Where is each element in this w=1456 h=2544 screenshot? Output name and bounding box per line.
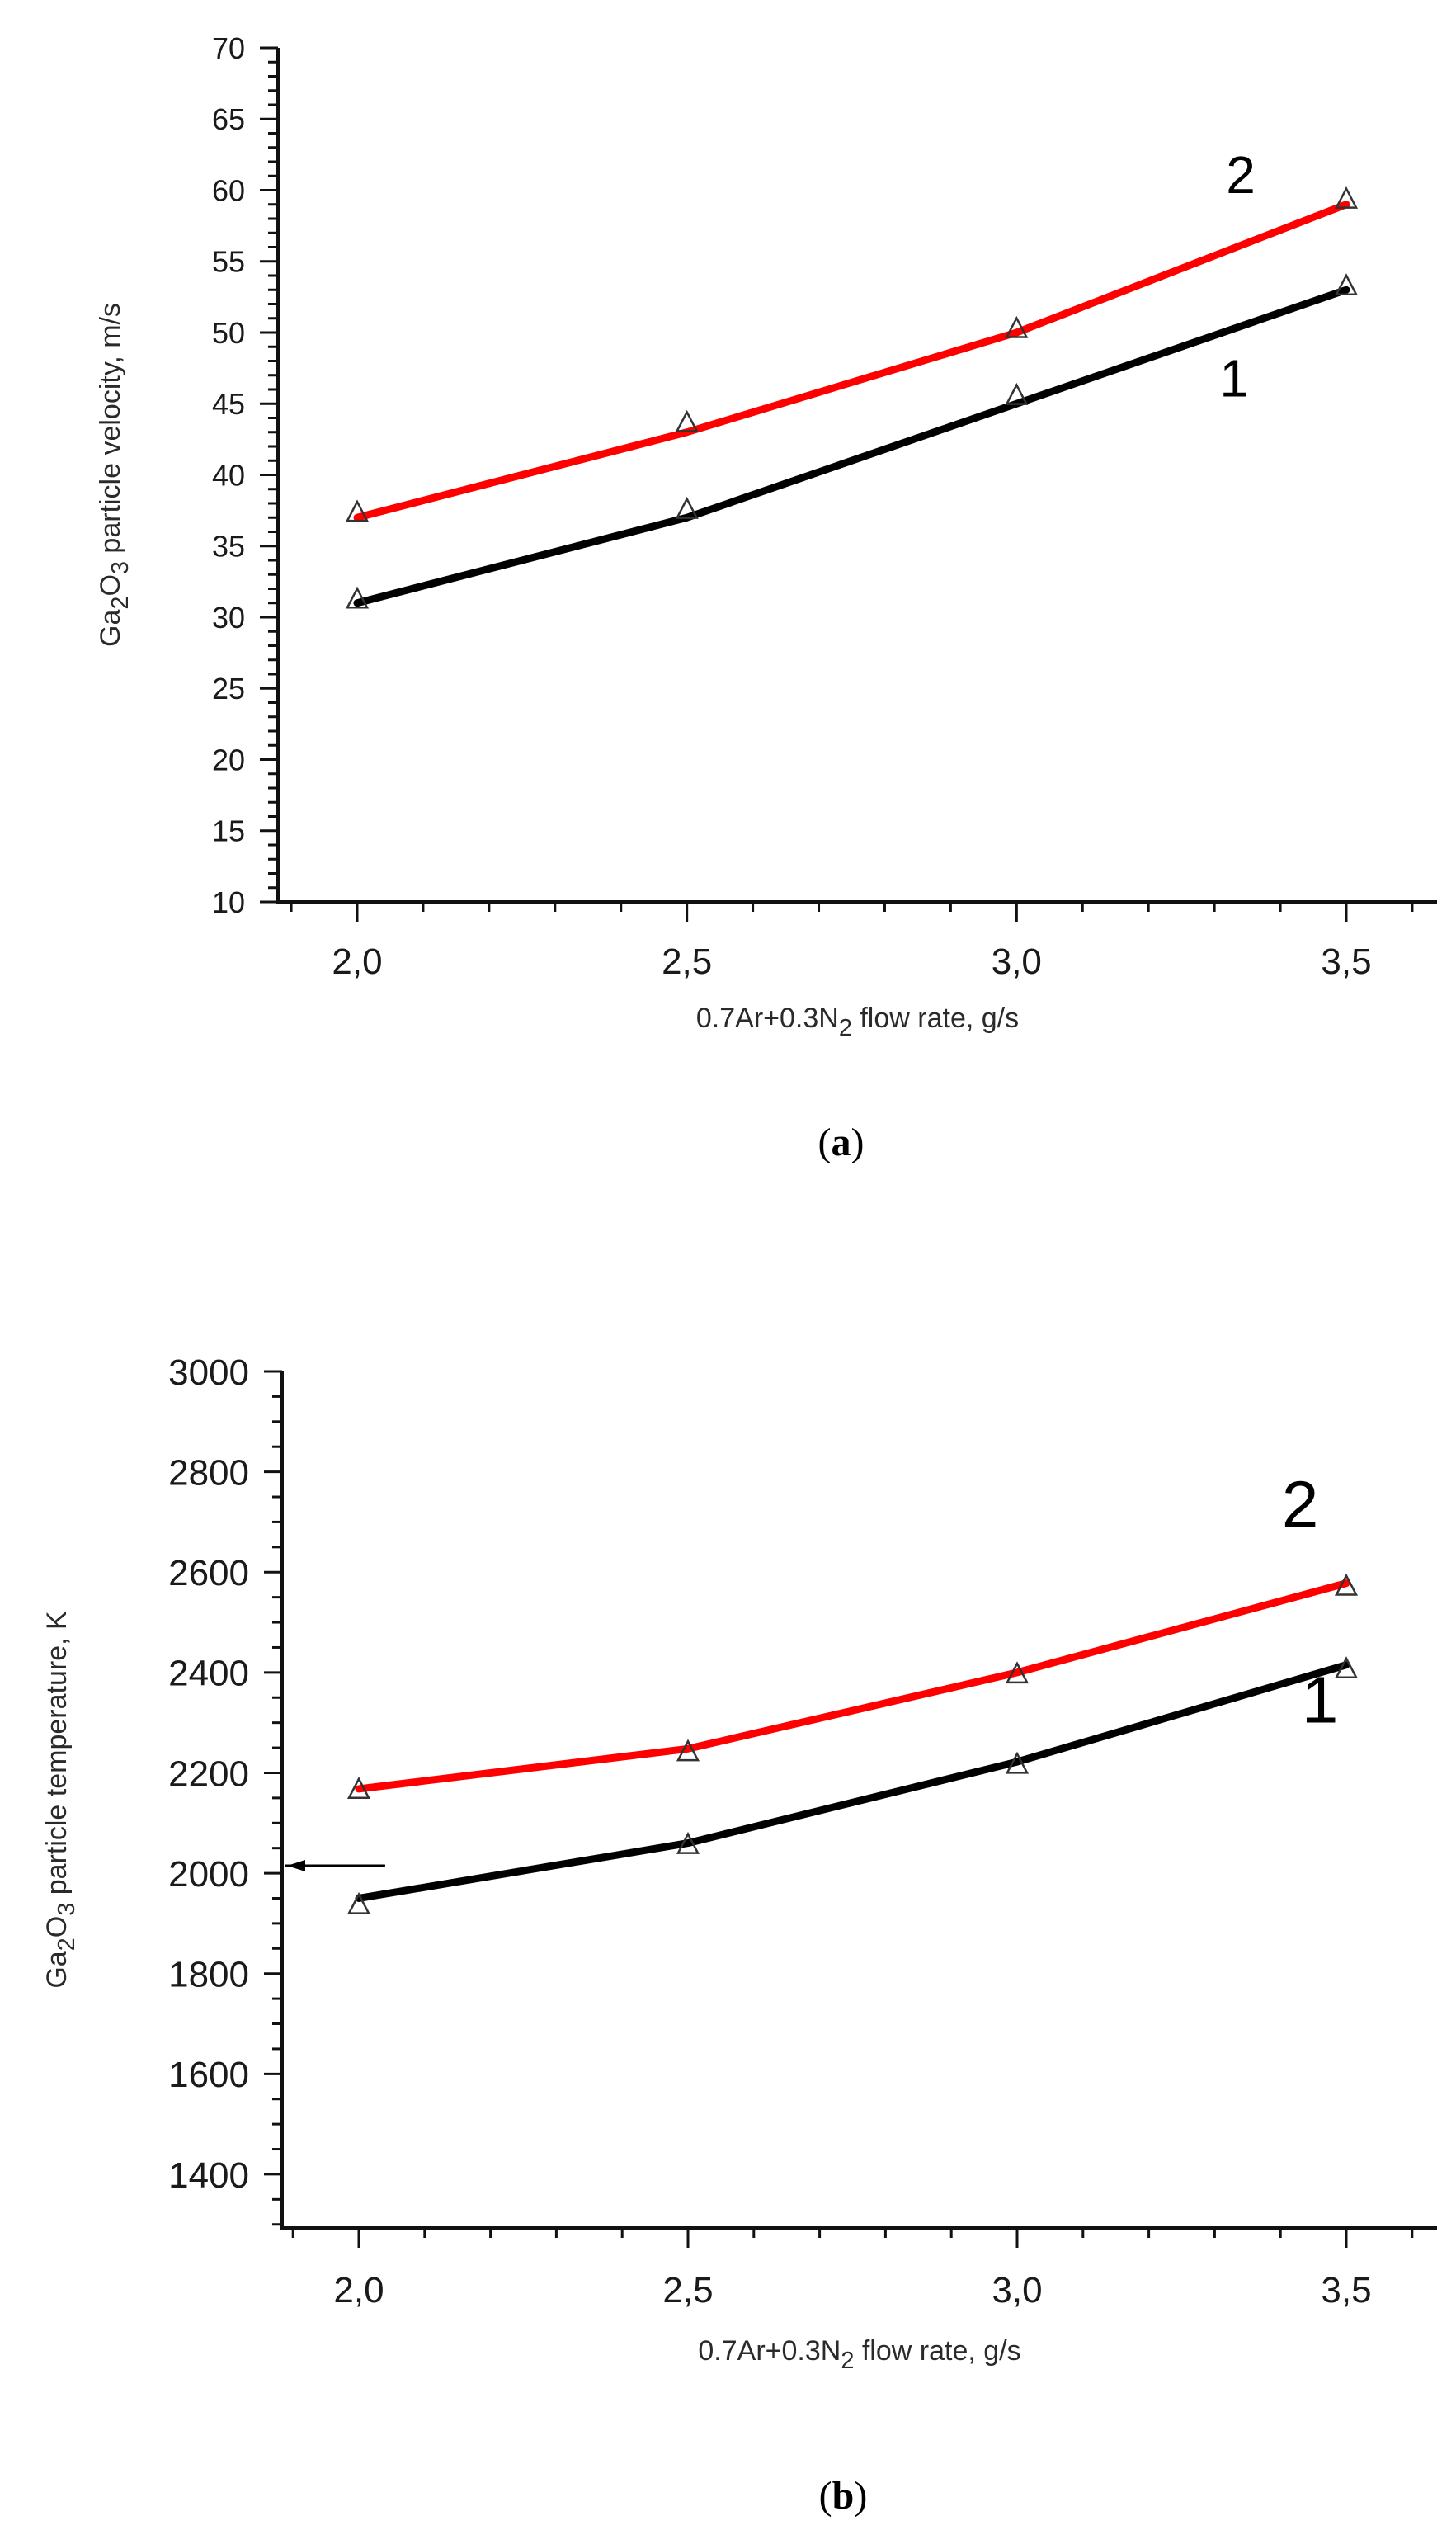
y-tick-label: 15 (212, 814, 245, 848)
y-tick-label: 40 (212, 458, 245, 492)
x-tick-label: 3,0 (992, 942, 1042, 982)
y-axis-title-c: particle velocity, m/s (95, 303, 126, 561)
x-axis-title-pre: 0.7Ar+0.3N (698, 2335, 841, 2367)
triangle-marker (1334, 273, 1359, 296)
triangle-marker (346, 1891, 371, 1914)
y-axis-title: Ga2O3 particle velocity, m/s (95, 303, 134, 647)
y-tick-label: 2600 (168, 1553, 249, 1593)
y-axis-title-sub1: 2 (54, 1937, 80, 1951)
y-tick-label: 65 (212, 102, 245, 136)
x-tick-label: 3,5 (1321, 942, 1371, 982)
y-tick-label: 50 (212, 316, 245, 350)
y-tick-label: 1800 (168, 1955, 249, 1995)
y-tick-label: 35 (212, 530, 245, 564)
triangle-marker (345, 499, 370, 522)
triangle-marker (1334, 1573, 1359, 1596)
triangle-marker (1005, 1751, 1030, 1774)
y-tick-label: 45 (212, 387, 245, 421)
x-axis-title-post: flow rate, g/s (854, 2335, 1020, 2367)
y-tick-label: 30 (212, 601, 245, 635)
x-axis-title: 0.7Ar+0.3N2 flow rate, g/s (696, 1003, 1019, 1041)
x-tick-label: 2,5 (662, 2270, 713, 2310)
x-tick-label: 3,0 (992, 2270, 1042, 2310)
x-axis-title-sub: 2 (841, 2348, 854, 2374)
curve-label-2: 2 (1226, 145, 1256, 205)
x-tick-label: 2,0 (333, 2270, 384, 2310)
series-line-1 (355, 1661, 1350, 1902)
x-tick-label: 2,5 (662, 942, 712, 982)
y-tick-label: 20 (212, 743, 245, 776)
y-tick-label: 3000 (168, 1352, 249, 1393)
y-tick-label: 1400 (168, 2155, 249, 2196)
caption-letter: a (832, 1121, 851, 1164)
y-axis-title-a: Ga (41, 1951, 73, 1988)
triangle-marker (675, 409, 699, 432)
caption-letter: b (832, 2474, 855, 2518)
figure-caption: (a) (818, 1121, 865, 1164)
x-tick-label: 2,0 (332, 942, 382, 982)
y-tick-label: 10 (212, 885, 245, 919)
y-tick-label: 2000 (168, 1854, 249, 1895)
triangle-marker (345, 586, 370, 609)
x-axis-title-pre: 0.7Ar+0.3N (696, 1003, 839, 1034)
y-axis-title-b: O (95, 574, 126, 596)
triangle-marker (346, 1777, 371, 1800)
y-tick-label: 1600 (168, 2055, 249, 2095)
series-line-2 (355, 1579, 1350, 1793)
y-axis-title-sub1: 2 (107, 597, 134, 610)
x-tick-label: 3,5 (1321, 2270, 1371, 2310)
x-axis-title-sub: 2 (839, 1015, 852, 1041)
triangle-marker (675, 496, 699, 519)
triangle-marker (1005, 382, 1029, 405)
caption-open-paren: ( (818, 1121, 832, 1164)
caption-close-paren: ) (854, 2474, 867, 2518)
y-tick-label: 2800 (168, 1452, 249, 1493)
series-line-2 (353, 201, 1350, 522)
y-tick-label: 2200 (168, 1753, 249, 1794)
triangle-marker (676, 1831, 700, 1854)
arrow-head-icon (287, 1859, 305, 1871)
caption-close-paren: ) (851, 1121, 865, 1164)
triangle-marker (1334, 186, 1359, 209)
chart-panel-a: 10 15 20 25 30 35 40 45 50 55 60 65 70 2,0 2,5 3,0 3,5 0.… (95, 31, 1437, 1164)
curve-label-1: 1 (1219, 349, 1249, 408)
y-tick-label: 2400 (168, 1654, 249, 1694)
y-tick-label: 60 (212, 173, 245, 207)
curve-label-1: 1 (1302, 1664, 1339, 1737)
y-tick-label: 70 (212, 31, 245, 65)
y-tick-label: 25 (212, 672, 245, 706)
y-axis-title: Ga2O3 particle temperature, K (41, 1611, 80, 1989)
x-axis-title-post: flow rate, g/s (852, 1003, 1019, 1034)
series-line-1 (353, 286, 1350, 607)
triangle-marker (1005, 315, 1029, 338)
triangle-marker (1005, 1661, 1030, 1684)
figure-caption: (b) (819, 2474, 868, 2518)
triangle-marker (1334, 1656, 1359, 1679)
y-axis-title-b: O (41, 1916, 73, 1937)
y-axis-title-sub2: 3 (54, 1903, 80, 1916)
y-axis-title-sub2: 3 (107, 561, 134, 574)
chart-panel-b: 1400 1600 1800 2000 2200 2400 2600 2800 3000 2,0 2… (41, 1352, 1437, 2518)
curve-label-2: 2 (1282, 1468, 1319, 1541)
x-axis-title: 0.7Ar+0.3N2 flow rate, g/s (698, 2335, 1020, 2374)
triangle-marker (676, 1739, 700, 1762)
y-axis-title-c: particle temperature, K (41, 1611, 73, 1903)
caption-open-paren: ( (819, 2474, 832, 2518)
y-tick-label: 55 (212, 245, 245, 279)
y-axis-title-a: Ga (95, 610, 126, 647)
